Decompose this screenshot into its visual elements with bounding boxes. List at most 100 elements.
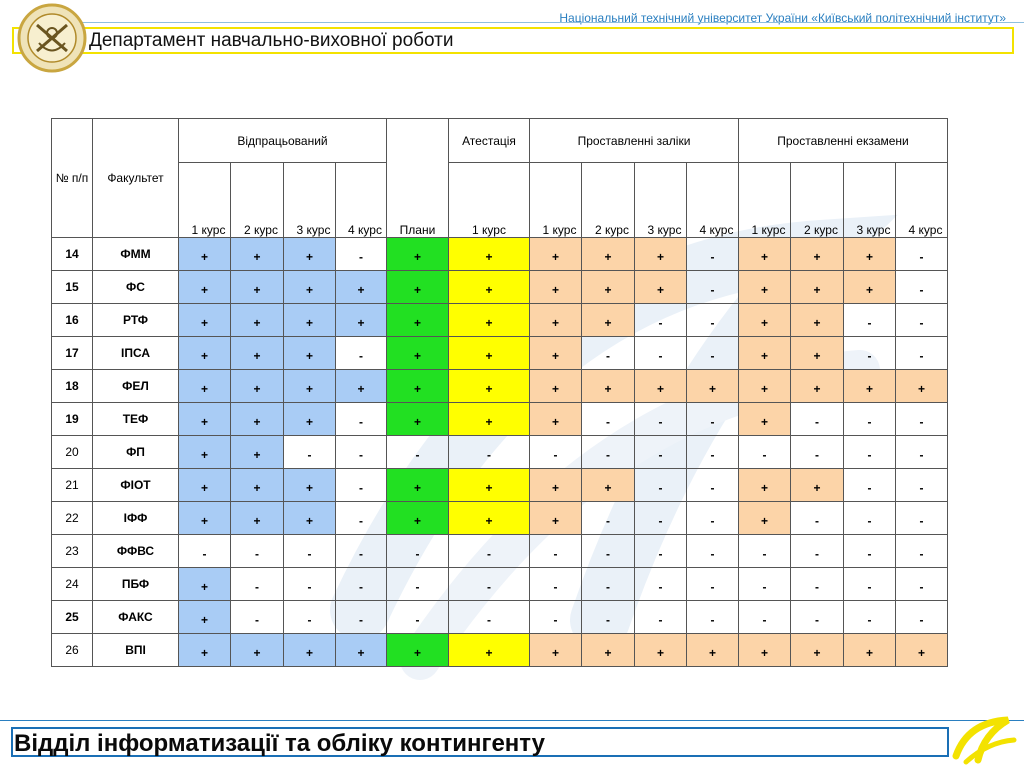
status-value: +	[200, 316, 208, 330]
status-value: +	[357, 316, 365, 330]
status-cell: +	[790, 303, 844, 337]
status-cell: +	[738, 336, 791, 370]
status-value: +	[551, 316, 559, 330]
status-value: -	[919, 250, 924, 264]
table-row: 26 ВПІ + + + + + + + + + + + + + +	[51, 633, 948, 667]
status-value: +	[917, 646, 925, 660]
status-cell: +	[581, 468, 635, 502]
status-value: +	[357, 646, 365, 660]
status-value: +	[253, 514, 261, 528]
exams-course-3: 3 курс	[843, 162, 896, 238]
status-value: +	[305, 646, 313, 660]
status-cell: +	[581, 237, 635, 271]
status-cell: +	[230, 468, 284, 502]
status-cell: +	[283, 303, 336, 337]
status-cell: -	[634, 600, 687, 634]
table-body: 14 ФММ + + + - + + + + + - + + + -15 ФС + + + + + + + + + - + + + -16 Р…	[51, 237, 948, 667]
status-value: -	[710, 481, 715, 495]
status-cell: +	[790, 336, 844, 370]
status-cell: +	[386, 270, 449, 304]
status-cell: +	[230, 270, 284, 304]
status-cell: -	[581, 402, 635, 436]
status-cell: +	[230, 402, 284, 436]
status-cell: +	[686, 369, 739, 403]
status-cell: -	[634, 336, 687, 370]
status-value: -	[606, 514, 610, 528]
status-value: -	[658, 514, 663, 528]
row-faculty: РТФ	[92, 303, 179, 337]
status-value: +	[760, 250, 768, 264]
status-cell: -	[686, 600, 739, 634]
credits-course-3: 3 курс	[634, 162, 687, 238]
row-number: 25	[51, 600, 93, 634]
status-cell: +	[738, 369, 791, 403]
faculty-status-table: № п/п Факультет Відпрацьований Плани Ате…	[51, 118, 948, 667]
status-cell: -	[386, 600, 449, 634]
status-cell: -	[448, 435, 530, 469]
status-value: -	[919, 316, 924, 330]
status-cell: -	[335, 501, 387, 535]
status-value: -	[710, 283, 715, 297]
status-value: -	[415, 448, 420, 462]
status-value: +	[708, 646, 716, 660]
status-cell: -	[581, 534, 635, 568]
status-cell: -	[634, 402, 687, 436]
status-value: -	[919, 613, 924, 627]
status-value: -	[359, 580, 363, 594]
status-cell: +	[386, 336, 449, 370]
status-cell: +	[178, 600, 231, 634]
row-number: 16	[51, 303, 93, 337]
status-cell: +	[738, 468, 791, 502]
status-value: +	[253, 283, 261, 297]
status-value: -	[762, 613, 767, 627]
status-cell: -	[230, 567, 284, 601]
status-cell: +	[738, 270, 791, 304]
status-cell: -	[895, 501, 948, 535]
status-value: -	[710, 514, 715, 528]
status-cell: -	[634, 567, 687, 601]
status-value: +	[200, 481, 208, 495]
status-cell: -	[335, 567, 387, 601]
status-value: +	[253, 481, 261, 495]
status-cell: -	[529, 600, 582, 634]
status-value: +	[413, 481, 421, 495]
status-value: +	[200, 646, 208, 660]
status-value: +	[551, 283, 559, 297]
status-cell: -	[581, 600, 635, 634]
status-value: +	[485, 283, 493, 297]
status-value: -	[359, 613, 363, 627]
status-cell: +	[581, 633, 635, 667]
status-value: -	[867, 547, 872, 561]
status-cell: +	[230, 336, 284, 370]
status-value: +	[253, 415, 261, 429]
status-cell: -	[895, 336, 948, 370]
status-cell: +	[790, 468, 844, 502]
status-cell: +	[843, 270, 896, 304]
status-cell: +	[790, 369, 844, 403]
status-value: +	[813, 382, 821, 396]
status-cell: +	[386, 369, 449, 403]
status-value: -	[815, 415, 819, 429]
status-cell: -	[843, 435, 896, 469]
status-value: -	[255, 613, 259, 627]
status-value: +	[485, 250, 493, 264]
row-faculty: ФАКС	[92, 600, 179, 634]
status-cell: -	[738, 600, 791, 634]
status-value: +	[485, 481, 493, 495]
status-value: -	[919, 580, 924, 594]
status-value: -	[658, 349, 663, 363]
status-cell: +	[178, 501, 231, 535]
table-row: 21 ФІОТ + + + - + + + + - - + + - -	[51, 468, 948, 502]
status-cell: -	[686, 468, 739, 502]
status-cell: -	[448, 534, 530, 568]
status-cell: +	[335, 303, 387, 337]
status-value: +	[413, 349, 421, 363]
status-value: -	[815, 580, 819, 594]
status-value: -	[487, 547, 491, 561]
status-cell: +	[283, 501, 336, 535]
status-value: -	[867, 580, 872, 594]
status-cell: +	[386, 468, 449, 502]
status-value: +	[413, 646, 421, 660]
status-cell: -	[335, 237, 387, 271]
status-cell: +	[790, 237, 844, 271]
